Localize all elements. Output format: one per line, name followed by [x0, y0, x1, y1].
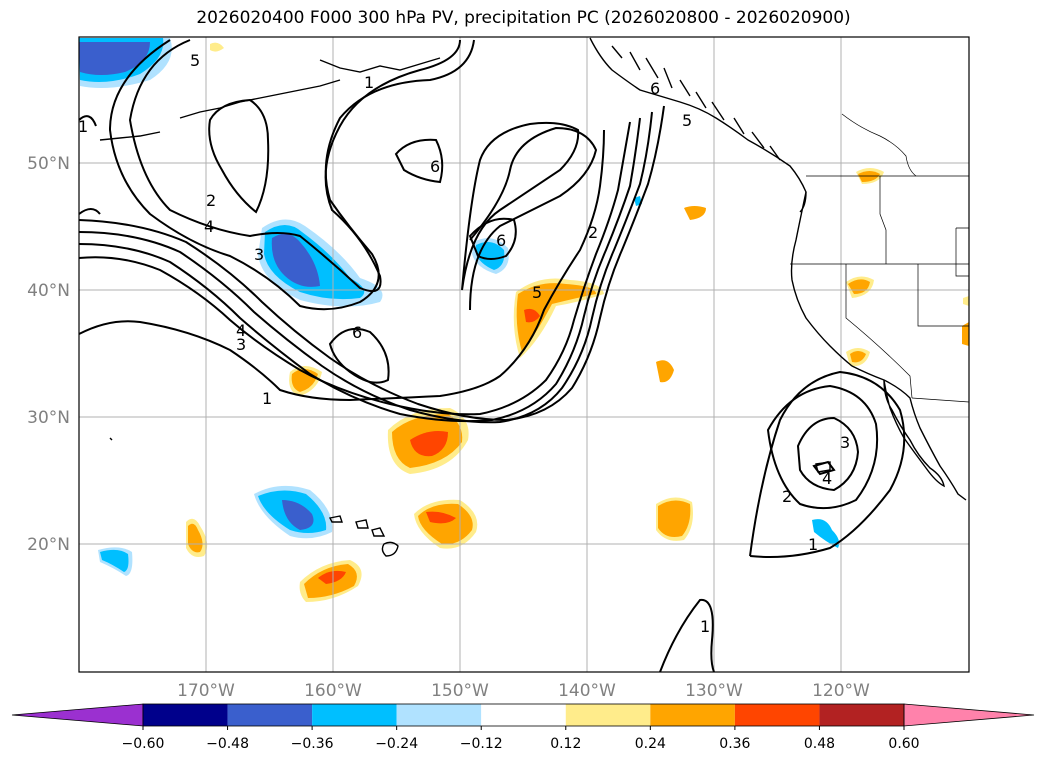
contour-label: 3 — [840, 433, 850, 452]
contour-label: 4 — [236, 321, 246, 340]
colorbar-swatch — [396, 704, 482, 726]
contour-label: 2 — [206, 191, 216, 210]
colorbar-swatch — [819, 704, 904, 726]
lon-label-170w: 170°W — [177, 681, 235, 701]
precip-negative-area — [472, 238, 509, 274]
graticule — [79, 37, 969, 672]
precip-positive-area — [210, 42, 969, 383]
contour-label: 1 — [262, 389, 272, 408]
colorbar-swatch — [312, 704, 397, 726]
colorbar-extend-min — [11, 703, 144, 727]
colorbar-tick-label: 0.48 — [804, 736, 835, 752]
precip-positive-area — [299, 560, 362, 602]
contour-label: 5 — [190, 51, 200, 70]
lat-label-30n: 30°N — [27, 408, 70, 428]
contour-label-group: 5 1 1 6 2 4 3 6 2 5 4 3 6 1 3 4 2 1 1 6 … — [78, 51, 850, 636]
contour-label: 4 — [204, 217, 214, 236]
colorbar-tick-label: 0.12 — [550, 736, 581, 752]
contour-label: 2 — [588, 223, 598, 242]
colorbar-tick-label: −0.60 — [122, 736, 165, 752]
colorbar-extend-max — [903, 703, 1035, 727]
precip-negative-area — [79, 38, 172, 88]
colorbar: −0.60 −0.48 −0.36 −0.24 −0.12 0.12 0.24 0.36 0.4… — [11, 703, 1035, 752]
lat-label-50n: 50°N — [27, 154, 70, 174]
contour-label: 4 — [822, 469, 832, 488]
colorbar-tick-label: 0.24 — [635, 736, 666, 752]
contour-label: 1 — [78, 117, 88, 136]
precip-negative-area — [254, 485, 333, 539]
colorbar-swatch — [227, 704, 313, 726]
precip-positive-area — [387, 408, 469, 474]
precip-positive-area — [414, 499, 478, 549]
contour-label: 6 — [430, 157, 440, 176]
colorbar-swatch — [734, 704, 820, 726]
coastlines — [99, 37, 967, 557]
contour-label: 2 — [782, 487, 792, 506]
colorbar-swatch — [650, 704, 735, 726]
precip-positive-area — [186, 518, 208, 557]
colorbar-tick-label: −0.12 — [460, 736, 503, 752]
colorbar-tick-label: 0.36 — [719, 736, 750, 752]
longitude-labels: 170°W 160°W 150°W 140°W 130°W 120°W — [177, 681, 870, 701]
lon-label-140w: 140°W — [558, 681, 616, 701]
precip-shading — [79, 38, 969, 602]
lon-label-160w: 160°W — [304, 681, 362, 701]
contour-label: 1 — [364, 73, 374, 92]
colorbar-swatch — [565, 704, 651, 726]
colorbar-tick-label: −0.48 — [206, 736, 249, 752]
contour-label: 1 — [808, 535, 818, 554]
lat-label-40n: 40°N — [27, 281, 70, 301]
contour-label: 3 — [236, 335, 246, 354]
precip-positive-area — [656, 497, 693, 541]
contour-label: 3 — [254, 245, 264, 264]
colorbar-tick-label: −0.24 — [375, 736, 418, 752]
contour-label: 6 — [352, 323, 362, 342]
pv-contours — [78, 39, 906, 673]
colorbar-tick-label: 0.60 — [888, 736, 919, 752]
contour-label: 6 — [650, 79, 660, 98]
lon-label-150w: 150°W — [431, 681, 489, 701]
colorbar-swatch — [143, 704, 228, 726]
lon-label-130w: 130°W — [685, 681, 743, 701]
contour-label: 6 — [496, 231, 506, 250]
colorbar-tick-label: −0.36 — [291, 736, 334, 752]
precip-negative-area — [98, 547, 133, 576]
colorbar-swatch — [481, 704, 566, 726]
lat-label-20n: 20°N — [27, 535, 70, 555]
map-frame — [78, 36, 970, 673]
latitude-labels: 50°N 40°N 30°N 20°N — [27, 154, 70, 555]
contour-label: 5 — [682, 111, 692, 130]
map-title: 2026020400 F000 300 hPa PV, precipitatio… — [196, 8, 851, 28]
contour-label: 5 — [532, 283, 542, 302]
precip-negative-area — [258, 219, 383, 307]
state-borders — [790, 113, 970, 403]
lon-label-120w: 120°W — [812, 681, 870, 701]
contour-label: 1 — [700, 617, 710, 636]
colorbar-outline — [142, 703, 905, 727]
